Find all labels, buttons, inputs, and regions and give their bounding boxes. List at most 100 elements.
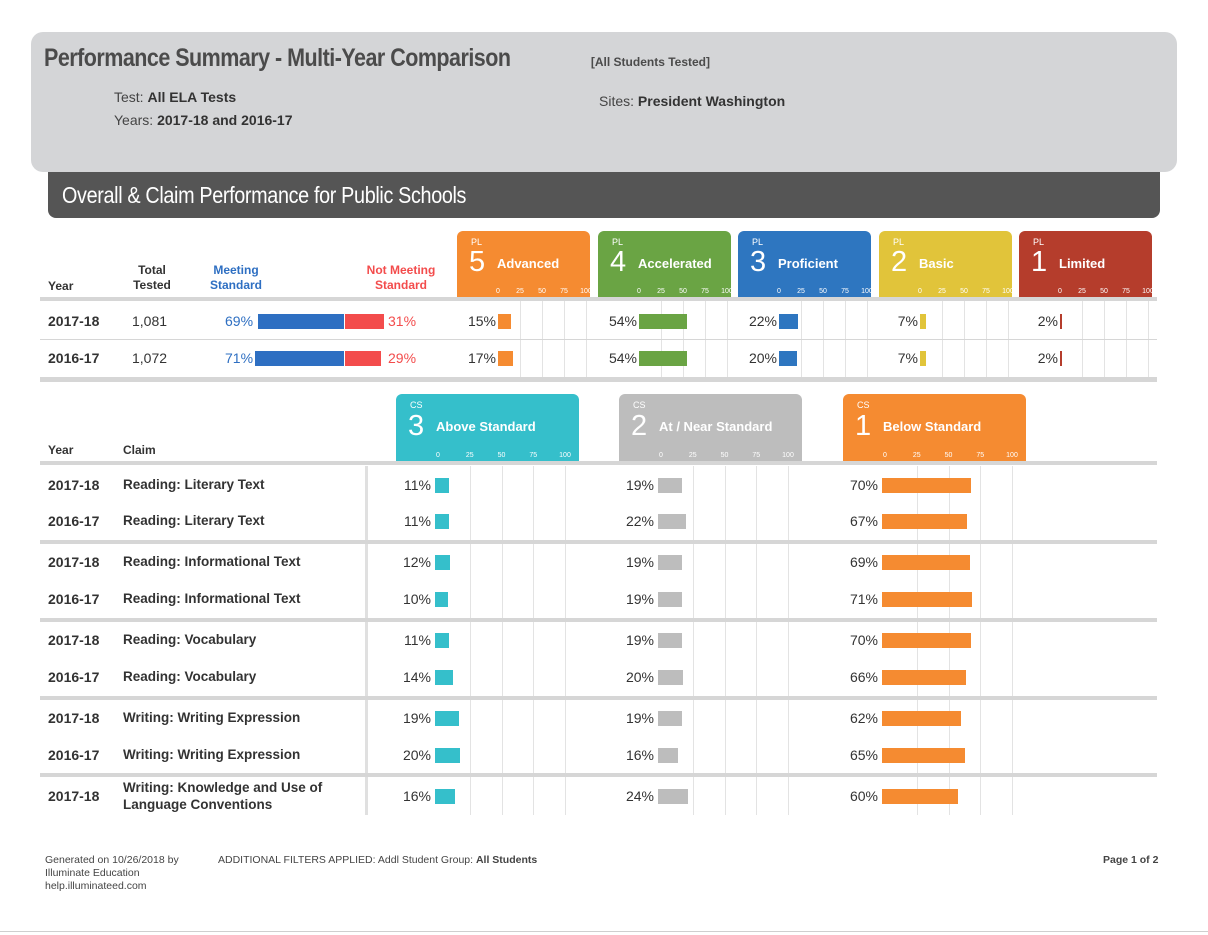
claim-bar: [882, 711, 961, 726]
tick-label: 25: [657, 288, 665, 295]
claim-name: Reading: Informational Text: [123, 591, 301, 606]
tick-label: 75: [752, 452, 761, 459]
level-number: 2: [891, 246, 908, 278]
claim-percent: 11%: [404, 513, 431, 529]
tick-label: 25: [465, 452, 474, 459]
total-tested-header: Total Tested: [133, 263, 171, 292]
grid-line: [756, 466, 758, 815]
year-cell: 2016-17: [48, 350, 100, 366]
row-divider: [40, 339, 1157, 340]
tick-label: 100: [1002, 288, 1014, 295]
years-meta: Years: 2017-18 and 2016-17: [114, 112, 293, 128]
level-bar: [639, 314, 687, 329]
not-meeting-percent: 31%: [388, 313, 417, 329]
section-title: Overall & Claim Performance for Public S…: [62, 182, 467, 208]
claim-bar: [658, 555, 683, 570]
tick-label: 100: [580, 288, 592, 295]
performance-level-header: PL 5 Advanced 0 25 50 75 100: [457, 231, 592, 297]
not-meeting-bar: [345, 351, 382, 366]
level-bar: [1060, 314, 1062, 329]
claim-percent: 19%: [625, 710, 654, 726]
years-label: Years:: [114, 112, 154, 128]
test-label: Test:: [114, 89, 144, 105]
claim-bar: [435, 555, 451, 570]
claim-year-cell: 2016-17: [48, 513, 100, 529]
level-axis-ticks: 0 25 50 75 100: [774, 288, 873, 297]
level-name: Limited: [1059, 256, 1106, 271]
tick-label: 0: [883, 452, 887, 459]
grid-line: [469, 466, 471, 815]
claim-name: Reading: Informational Text: [123, 554, 301, 569]
level-number: 5: [469, 246, 486, 278]
claim-name: Reading: Vocabulary: [123, 632, 257, 647]
meeting-bar: [257, 314, 344, 329]
tick-label: 0: [777, 288, 781, 295]
claim-axis-ticks: 0 25 50 75 100: [880, 452, 1018, 461]
claim-percent: 10%: [402, 591, 431, 607]
tick-label: 75: [976, 452, 985, 459]
filters-info: ADDITIONAL FILTERS APPLIED: Addl Student…: [218, 854, 537, 867]
claim-percent: 71%: [849, 591, 878, 607]
tick-label: 100: [782, 452, 794, 459]
grid-line: [724, 466, 726, 815]
claim-bar: [435, 592, 448, 607]
level-percent: 2%: [1037, 313, 1058, 329]
level-name: Basic: [919, 256, 954, 271]
not-meeting-standard-header: Not Meeting Standard: [366, 263, 436, 292]
tick-label: 75: [560, 288, 568, 295]
sites-label: Sites:: [599, 93, 635, 109]
claim-bar: [658, 748, 679, 763]
level-percent: 7%: [897, 313, 918, 329]
meeting-percent: 69%: [225, 313, 254, 329]
tick-label: 0: [918, 288, 922, 295]
report-header: Performance Summary - Multi-Year Compari…: [31, 32, 1177, 172]
claim-bar: [658, 789, 689, 804]
level-number: 3: [750, 246, 767, 278]
meeting-bar: [255, 351, 344, 366]
claim-level-tag: CS: [857, 400, 870, 410]
grid-line: [980, 466, 982, 815]
level-percent: 2%: [1037, 350, 1058, 366]
claim-percent: 20%: [402, 747, 431, 763]
level-name: Accelerated: [638, 256, 712, 271]
claim-bar: [435, 789, 456, 804]
tick-label: 25: [938, 288, 946, 295]
tick-label: 50: [679, 288, 687, 295]
claim-level-number: 3: [408, 410, 425, 442]
claim-bar: [435, 748, 461, 763]
level-tag: PL: [893, 237, 905, 247]
claim-percent: 69%: [849, 554, 878, 570]
claim-bar: [882, 514, 968, 529]
claim-bar: [435, 633, 449, 648]
claim-bar: [435, 514, 449, 529]
years-value: 2017-18 and 2016-17: [157, 112, 293, 128]
grid-line: [788, 466, 789, 815]
claim-level-name: Above Standard: [436, 419, 536, 434]
grid-line: [565, 466, 566, 815]
claim-level-tag: CS: [633, 400, 646, 410]
not-meeting-bar: [345, 314, 384, 329]
claim-level-tag: CS: [410, 400, 423, 410]
page-title: Performance Summary - Multi-Year Compari…: [44, 44, 511, 72]
claim-percent: 24%: [625, 788, 654, 804]
claim-level-header: CS 1 Below Standard 0 25 50 75 100: [843, 394, 1026, 462]
level-axis-ticks: 0 25 50 75 100: [915, 288, 1014, 297]
grid-line: [692, 466, 694, 815]
claim-percent: 11%: [404, 632, 431, 648]
level-bar: [920, 314, 927, 329]
level-percent: 17%: [467, 350, 496, 366]
claim-name: Reading: Literary Text: [123, 477, 265, 492]
tick-label: 75: [529, 452, 538, 459]
claim-axis-ticks: 0 25 50 75 100: [433, 452, 571, 461]
level-number: 4: [610, 246, 627, 278]
claim-percent: 16%: [402, 788, 431, 804]
claim-bar: [882, 670, 966, 685]
level-number: 1: [1031, 246, 1048, 278]
total-tested-cell: 1,081: [132, 313, 168, 329]
level-bar: [498, 314, 512, 329]
tick-label: 75: [1122, 288, 1130, 295]
claim-name: Writing: Writing Expression: [123, 747, 301, 762]
bottom-rule: [0, 931, 1208, 932]
performance-level-header: PL 3 Proficient 0 25 50 75 100: [738, 231, 873, 297]
tick-label: 0: [496, 288, 500, 295]
